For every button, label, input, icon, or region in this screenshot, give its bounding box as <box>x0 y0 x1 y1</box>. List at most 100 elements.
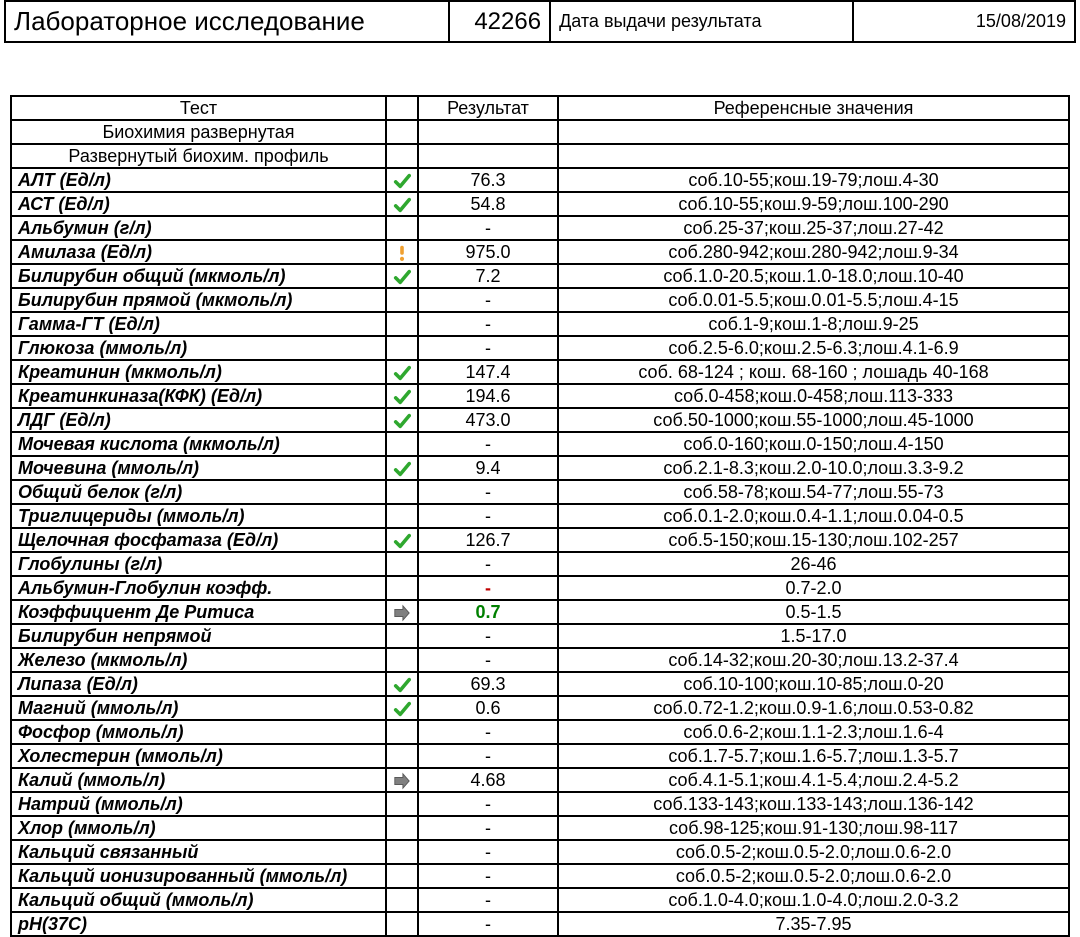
result-value: 9.4 <box>418 456 558 480</box>
result-cell <box>418 144 558 168</box>
reference-range: соб.10-100;кош.10-85;лош.0-20 <box>558 672 1069 696</box>
result-value: 975.0 <box>418 240 558 264</box>
result-value: 473.0 <box>418 408 558 432</box>
test-name: Хлор (ммоль/л) <box>11 816 386 840</box>
reference-range: соб.4.1-5.1;кош.4.1-5.4;лош.2.4-5.2 <box>558 768 1069 792</box>
report-date: 15/08/2019 <box>853 1 1075 42</box>
test-name: Натрий (ммоль/л) <box>11 792 386 816</box>
reference-range: соб.5-150;кош.15-130;лош.102-257 <box>558 528 1069 552</box>
result-value: - <box>418 576 558 600</box>
result-value: - <box>418 792 558 816</box>
status-icon-cell <box>386 360 418 384</box>
test-name: pH(37C) <box>11 912 386 936</box>
table-row: Билирубин общий (мкмоль/л)7.2соб.1.0-20.… <box>11 264 1069 288</box>
reference-range: соб.50-1000;кош.55-1000;лош.45-1000 <box>558 408 1069 432</box>
status-icon-cell <box>386 240 418 264</box>
check-icon <box>393 268 411 286</box>
table-row: Кальций ионизированный (ммоль/л)-соб.0.5… <box>11 864 1069 888</box>
test-name: Холестерин (ммоль/л) <box>11 744 386 768</box>
test-name: Альбумин (г/л) <box>11 216 386 240</box>
test-name: Магний (ммоль/л) <box>11 696 386 720</box>
result-value: - <box>418 888 558 912</box>
result-value: 126.7 <box>418 528 558 552</box>
status-icon-cell <box>386 168 418 192</box>
reference-range: соб.2.5-6.0;кош.2.5-6.3;лош.4.1-6.9 <box>558 336 1069 360</box>
test-name: Кальций общий (ммоль/л) <box>11 888 386 912</box>
reference-range: соб.2.1-8.3;кош.2.0-10.0;лош.3.3-9.2 <box>558 456 1069 480</box>
status-icon-cell <box>386 192 418 216</box>
status-icon-cell <box>386 336 418 360</box>
report-number: 42266 <box>449 1 550 42</box>
result-value: - <box>418 432 558 456</box>
reference-range: соб.58-78;кош.54-77;лош.55-73 <box>558 480 1069 504</box>
status-icon-cell <box>386 504 418 528</box>
result-value: 76.3 <box>418 168 558 192</box>
test-name: Коэффициент Де Ритиса <box>11 600 386 624</box>
table-row: Хлор (ммоль/л)-соб.98-125;кош.91-130;лош… <box>11 816 1069 840</box>
table-row: pH(37C)-7.35-7.95 <box>11 912 1069 936</box>
table-row: Кальций связанный-соб.0.5-2;кош.0.5-2.0;… <box>11 840 1069 864</box>
test-name: АЛТ (Ед/л) <box>11 168 386 192</box>
status-icon-cell <box>386 912 418 936</box>
reference-range: 0.5-1.5 <box>558 600 1069 624</box>
status-icon-cell <box>386 672 418 696</box>
lab-report-page: Лабораторное исследование 42266 Дата выд… <box>0 0 1080 937</box>
test-name: Общий белок (г/л) <box>11 480 386 504</box>
test-name: Фосфор (ммоль/л) <box>11 720 386 744</box>
result-value: - <box>418 648 558 672</box>
check-icon <box>393 676 411 694</box>
arrow-icon <box>393 772 411 790</box>
table-row: ЛДГ (Ед/л) 473.0соб.50-1000;кош.55-1000;л… <box>11 408 1069 432</box>
table-row: Альбумин-Глобулин коэфф.-0.7-2.0 <box>11 576 1069 600</box>
result-value: 0.7 <box>418 600 558 624</box>
result-value: - <box>418 912 558 936</box>
status-icon-cell <box>386 648 418 672</box>
table-row: Кальций общий (ммоль/л)-соб.1.0-4.0;кош.… <box>11 888 1069 912</box>
status-icon-cell <box>386 216 418 240</box>
reference-range: соб.133-143;кош.133-143;лош.136-142 <box>558 792 1069 816</box>
warn-icon <box>393 244 411 262</box>
status-icon-cell <box>386 528 418 552</box>
reference-range: соб.0-160;кош.0-150;лош.4-150 <box>558 432 1069 456</box>
status-icon-cell <box>386 288 418 312</box>
reference-range: соб.1.0-20.5;кош.1.0-18.0;лош.10-40 <box>558 264 1069 288</box>
result-value: - <box>418 312 558 336</box>
col-result-header: Результат <box>418 96 558 120</box>
table-row: Щелочная фосфатаза (Ед/л)126.7соб.5-150;… <box>11 528 1069 552</box>
table-row: Мочевая кислота (мкмоль/л)-соб.0-160;кош… <box>11 432 1069 456</box>
table-row: Гамма-ГТ (Ед/л)-соб.1-9;кош.1-8;лош.9-25 <box>11 312 1069 336</box>
table-row: Креатинкиназа(КФК) (Ед/л)194.6соб.0-458;… <box>11 384 1069 408</box>
col-ref-header: Референсные значения <box>558 96 1069 120</box>
reference-range: соб.0.1-2.0;кош.0.4-1.1;лош.0.04-0.5 <box>558 504 1069 528</box>
result-value: - <box>418 840 558 864</box>
check-icon <box>393 196 411 214</box>
check-icon <box>393 460 411 478</box>
reference-range: соб.0.6-2;кош.1.1-2.3;лош.1.6-4 <box>558 720 1069 744</box>
test-name: Амилаза (Ед/л) <box>11 240 386 264</box>
report-date-label: Дата выдачи результата <box>550 1 853 42</box>
reference-range: соб.0.01-5.5;кош.0.01-5.5;лош.4-15 <box>558 288 1069 312</box>
status-icon-cell <box>386 456 418 480</box>
result-value: - <box>418 744 558 768</box>
test-name: АСТ (Ед/л) <box>11 192 386 216</box>
status-icon-cell <box>386 624 418 648</box>
status-icon-cell <box>386 744 418 768</box>
reference-range: соб.0-458;кош.0-458;лош.113-333 <box>558 384 1069 408</box>
reference-range: соб.280-942;кош.280-942;лош.9-34 <box>558 240 1069 264</box>
col-test-header: Тест <box>11 96 386 120</box>
result-value: - <box>418 624 558 648</box>
result-value: - <box>418 336 558 360</box>
status-icon-cell <box>386 600 418 624</box>
test-name: Кальций связанный <box>11 840 386 864</box>
status-icon-cell <box>386 696 418 720</box>
reference-range: соб.1.7-5.7;кош.1.6-5.7;лош.1.3-5.7 <box>558 744 1069 768</box>
status-icon-cell <box>386 432 418 456</box>
test-name: ЛДГ (Ед/л) <box>11 408 386 432</box>
status-icon-cell <box>386 864 418 888</box>
test-name: Мочевина (ммоль/л) <box>11 456 386 480</box>
test-name: Билирубин прямой (мкмоль/л) <box>11 288 386 312</box>
test-name: Билирубин непрямой <box>11 624 386 648</box>
reference-range: соб.10-55;кош.9-59;лош.100-290 <box>558 192 1069 216</box>
table-row: Амилаза (Ед/л) 975.0соб.280-942;кош.280-9… <box>11 240 1069 264</box>
result-value: 7.2 <box>418 264 558 288</box>
